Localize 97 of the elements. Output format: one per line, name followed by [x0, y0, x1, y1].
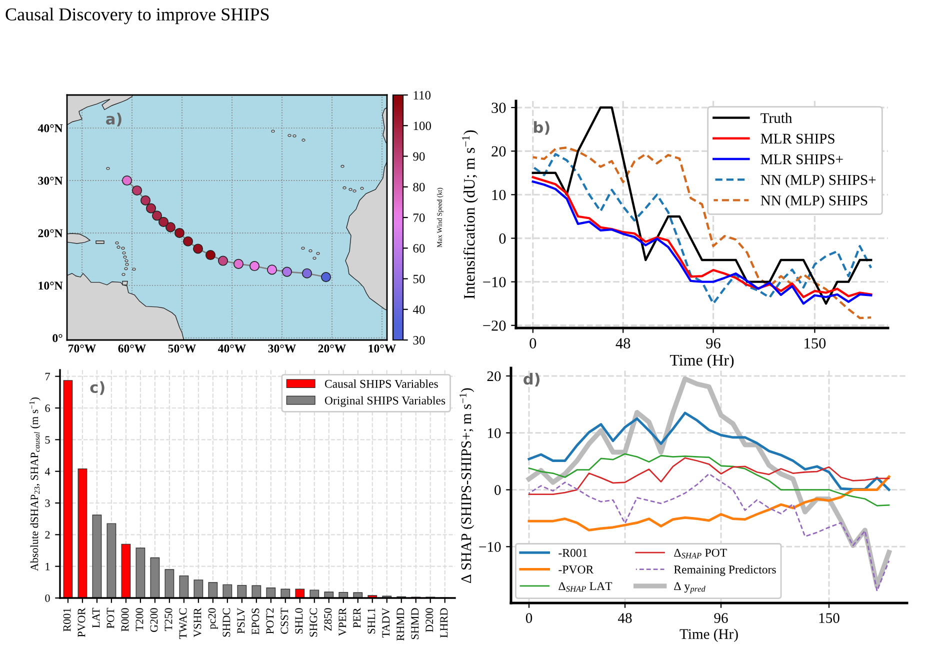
x-tick-label: 48 — [616, 338, 630, 348]
y-tick-label: 2 — [45, 531, 50, 539]
x-tick-label: T200 — [136, 608, 144, 631]
color-bar-label: 70 — [414, 214, 425, 222]
legend-label: Causal SHIPS Variables — [324, 380, 438, 388]
legend-label: NN (MLP) SHIPS — [760, 195, 868, 208]
x-tick-label: pc20 — [208, 608, 218, 630]
x-tick-label: 150 — [819, 613, 840, 623]
legend-label: Δ$_{SHAP}$ POT — [674, 548, 727, 558]
y-tick-label: 30 — [492, 102, 506, 113]
x-tick-label: PER — [353, 608, 361, 628]
x-tick-label: 10°W — [368, 344, 396, 353]
legend-label: Remaining Predictors — [674, 565, 776, 576]
annotation: c) — [90, 381, 104, 395]
y-tick-label: 1 — [46, 562, 50, 570]
legend-label: Truth — [760, 112, 792, 124]
color-bar-label: 110 — [414, 91, 431, 100]
x-tick-label: 30°W — [268, 344, 296, 353]
y-tick-label: 30°N — [38, 176, 63, 185]
y-tick-label: 0° — [52, 334, 62, 342]
color-bar-label: 100 — [414, 122, 431, 130]
x-tick-label: RHMD — [396, 608, 404, 641]
y-axis-title: Absolute dSHAP$_{23}$, SHAP$_{causal}$ (m s$^{−1}$) — [29, 397, 40, 571]
y-tick-label: 4 — [44, 468, 50, 476]
x-axis-title: Time (Hr) — [680, 628, 738, 642]
x-tick-label: Z850 — [324, 608, 332, 631]
x-tick-label: POT2 — [266, 608, 274, 634]
annotation: d) — [524, 372, 540, 386]
x-tick-label: T250 — [164, 608, 172, 631]
x-tick-label: 96 — [714, 613, 728, 623]
x-tick-label: 70°W — [68, 344, 96, 353]
x-tick-label: SHDC — [222, 608, 230, 637]
y-tick-label: 0 — [45, 594, 50, 602]
x-tick-label: G200 — [150, 608, 158, 632]
x-axis-title: Time (Hr) — [670, 354, 734, 369]
x-tick-label: 150 — [804, 338, 826, 348]
legend-label: Original SHIPS Variables — [324, 396, 446, 407]
x-tick-label: SHL0 — [295, 608, 303, 634]
y-tick-label: −10 — [483, 276, 506, 288]
y-tick-label: 10 — [488, 428, 501, 438]
y-tick-label: 3 — [45, 499, 50, 507]
x-tick-label: 40°W — [218, 344, 246, 353]
x-tick-label: VSHR — [194, 608, 202, 638]
y-tick-label: 6 — [45, 404, 50, 412]
y-tick-label: 20 — [492, 146, 506, 157]
y-tick-label: 40°N — [38, 124, 63, 132]
x-tick-label: LAT — [92, 608, 100, 628]
x-tick-label: 60°W — [118, 344, 146, 353]
x-tick-label: 96 — [706, 338, 720, 348]
x-tick-label: SHMD — [411, 608, 419, 640]
x-tick-label: TADV — [382, 608, 390, 638]
legend-label: MLR SHIPS+ — [760, 154, 843, 164]
x-tick-label: VPER — [338, 608, 346, 636]
x-tick-label: CSST — [280, 608, 288, 634]
y-tick-label: −10 — [479, 542, 501, 552]
x-tick-label: 0 — [526, 613, 532, 623]
x-tick-label: SHGC — [310, 608, 318, 637]
y-tick-label: 10°N — [38, 282, 63, 290]
x-tick-label: 48 — [618, 613, 632, 623]
chart-title: Causal Discovery to improve SHIPS — [6, 8, 269, 24]
x-tick-label: EPOS — [252, 608, 260, 635]
legend-label: -PVOR — [558, 566, 594, 574]
x-tick-label: 20°W — [318, 344, 346, 353]
y-tick-label: 20°N — [38, 229, 63, 238]
y-tick-label: 7 — [45, 372, 50, 380]
x-tick-label: SHL1 — [368, 608, 376, 634]
x-tick-label: 0 — [530, 338, 536, 348]
x-tick-label: PVOR — [78, 608, 86, 638]
x-tick-label: POT — [106, 608, 114, 628]
x-tick-label: R001 — [63, 608, 71, 632]
y-tick-label: −20 — [483, 320, 506, 331]
legend-label: -R001 — [558, 548, 588, 557]
color-bar-label: 80 — [413, 182, 425, 192]
y-tick-label: 20 — [487, 371, 501, 382]
legend-label: NN (MLP) SHIPS+ — [760, 174, 876, 188]
y-tick-label: 0 — [494, 485, 501, 495]
legend-label: MLR SHIPS — [760, 134, 834, 144]
color-bar-label: 50 — [413, 274, 425, 284]
annotation: b) — [534, 121, 550, 135]
legend-label: Δ y$_{pred}$ — [674, 582, 706, 594]
color-bar-label: 30 — [413, 336, 425, 344]
legend-label: Δ$_{SHAP}$ LAT — [558, 582, 612, 592]
y-axis-title: Intensification (dU; m s$^{−1}$) — [462, 130, 478, 299]
annotation: a) — [106, 112, 122, 126]
color-bar-label: 60 — [413, 244, 425, 253]
y-tick-label: 10 — [492, 190, 506, 200]
x-tick-label: TWAC — [179, 608, 187, 639]
y-tick-label: 0 — [499, 233, 506, 244]
y-tick-label: 5 — [45, 436, 50, 444]
color-bar-label: 40 — [412, 305, 425, 314]
x-tick-label: R000 — [121, 608, 129, 632]
color-bar-label: 90 — [413, 152, 425, 161]
x-tick-label: LHRD — [440, 608, 448, 638]
x-tick-label: PSLV — [237, 608, 245, 634]
y-axis-title: Δ SHAP (SHIPS-SHIPS+; m s$^{−1}$) — [460, 388, 474, 583]
x-tick-label: 50°W — [168, 344, 196, 353]
x-tick-label: D200 — [426, 608, 434, 632]
